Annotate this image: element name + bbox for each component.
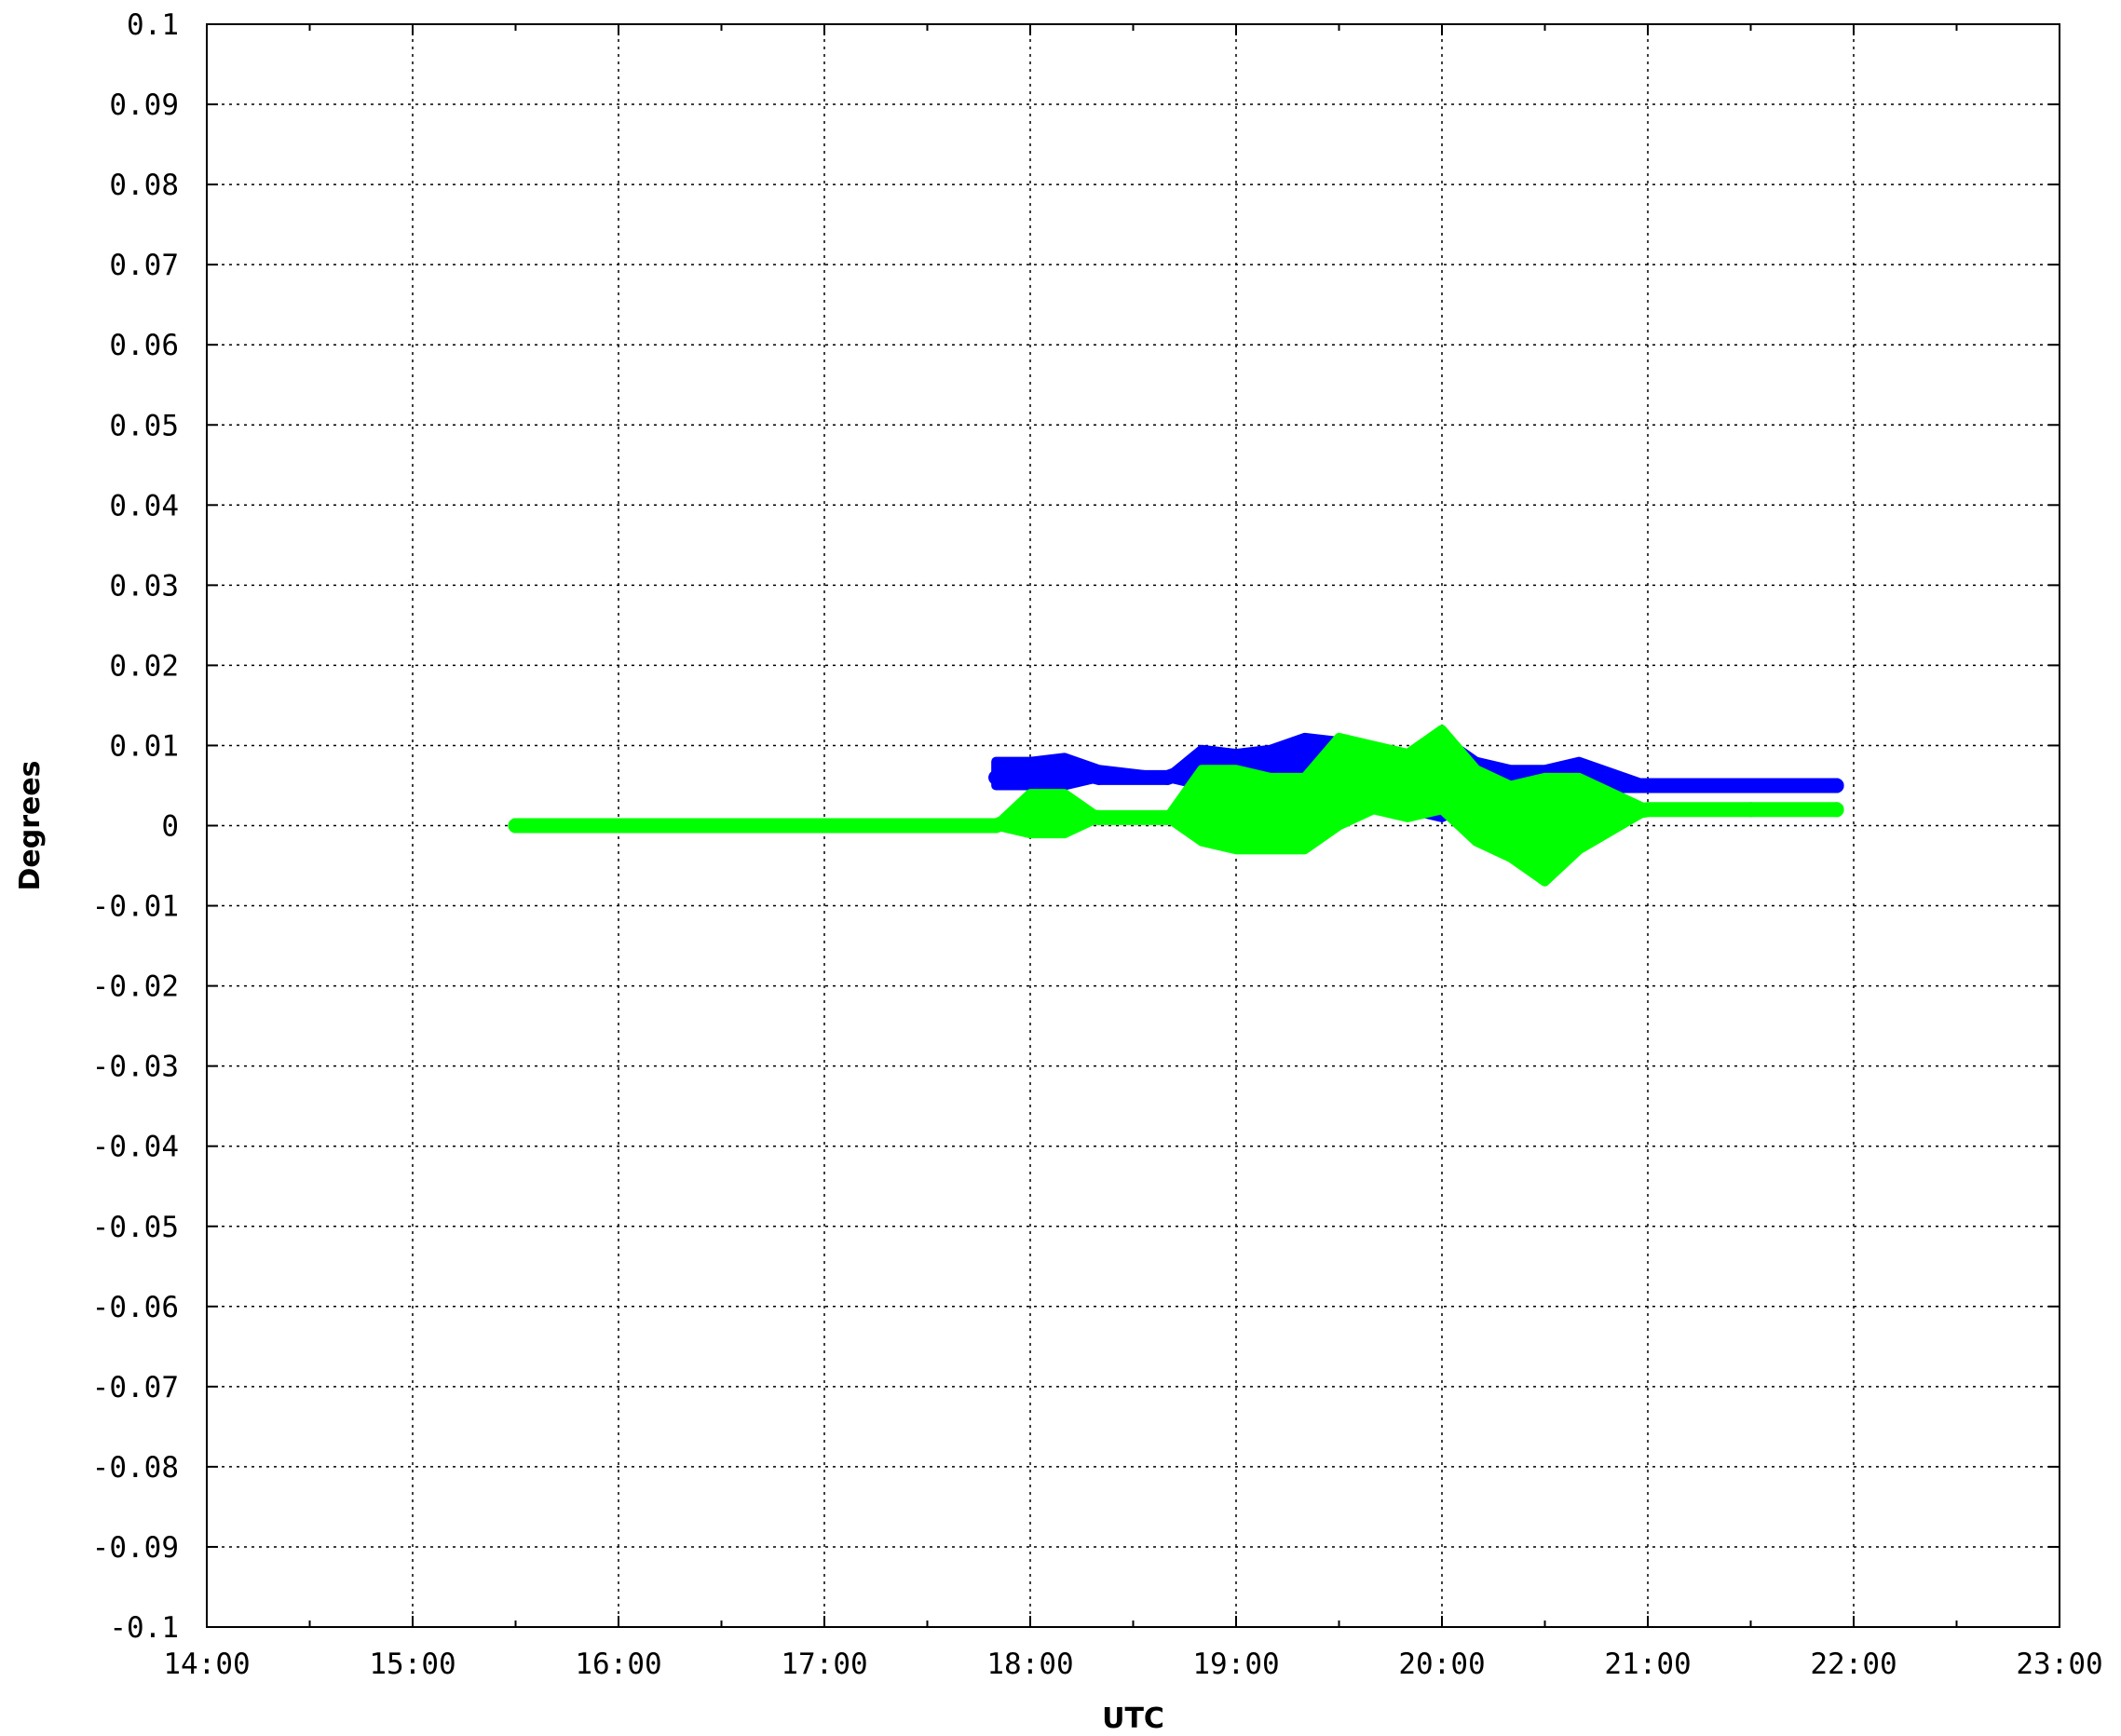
data-point xyxy=(1023,806,1038,821)
x-tick-label: 21:00 xyxy=(1604,1648,1691,1681)
data-point xyxy=(1400,774,1416,790)
data-point xyxy=(1502,809,1518,825)
data-point xyxy=(988,818,1004,834)
data-point xyxy=(1331,778,1347,793)
data-point xyxy=(1434,766,1449,781)
y-tick-label: 0.07 xyxy=(109,249,179,282)
data-point xyxy=(1640,778,1655,793)
data-point xyxy=(1056,762,1072,778)
x-tick-label: 20:00 xyxy=(1398,1648,1485,1681)
data-point xyxy=(1829,802,1844,818)
y-tick-label: -0.04 xyxy=(92,1131,179,1164)
y-tick-label: 0.02 xyxy=(109,649,179,683)
x-tick-label: 17:00 xyxy=(781,1648,867,1681)
y-tick-label: -0.03 xyxy=(92,1051,179,1084)
x-tick-label: 15:00 xyxy=(369,1648,455,1681)
y-tick-label: -0.05 xyxy=(92,1211,179,1244)
series-layer xyxy=(508,725,1844,887)
data-point xyxy=(1743,778,1759,793)
data-point xyxy=(1743,802,1759,818)
data-point xyxy=(1160,809,1176,825)
data-point xyxy=(1023,766,1038,781)
y-tick-labels: 0.1 0.09 0.08 0.07 0.06 0.05 0.04 0.03 0.02 0.01 0… xyxy=(92,8,179,1645)
data-point xyxy=(1537,821,1553,837)
data-point xyxy=(1297,802,1312,818)
y-tick-label: 0.1 xyxy=(127,8,179,42)
x-tick-label: 14:00 xyxy=(163,1648,250,1681)
data-point xyxy=(817,818,832,834)
y-tick-label: -0.1 xyxy=(109,1611,179,1645)
data-point xyxy=(508,818,523,834)
y-tick-label: 0 xyxy=(161,810,179,844)
y-tick-label: 0.01 xyxy=(109,729,179,763)
y-tick-label: 0.09 xyxy=(109,88,179,122)
series-2 xyxy=(508,725,1844,887)
y-tick-label: 0.05 xyxy=(109,409,179,442)
x-tick-label: 22:00 xyxy=(1810,1648,1897,1681)
data-point xyxy=(1262,802,1278,818)
data-point xyxy=(1056,806,1072,821)
x-tick-label: 18:00 xyxy=(986,1648,1073,1681)
x-axis-title: UTC xyxy=(1102,1702,1164,1735)
tick-marks xyxy=(206,23,2060,1628)
x-tick-label: 16:00 xyxy=(575,1648,661,1681)
data-point xyxy=(1229,802,1244,818)
data-point xyxy=(611,818,626,834)
data-point xyxy=(1297,753,1312,769)
data-point xyxy=(1091,769,1107,785)
data-point xyxy=(1468,793,1484,809)
y-tick-label: -0.07 xyxy=(92,1371,179,1404)
y-tick-label: -0.01 xyxy=(92,890,179,924)
y-tick-label: -0.06 xyxy=(92,1291,179,1324)
y-tick-label: 0.08 xyxy=(109,169,179,202)
data-point xyxy=(988,769,1004,785)
data-point xyxy=(1829,778,1844,793)
grid-lines xyxy=(206,23,2060,1628)
y-tick-label: -0.09 xyxy=(92,1531,179,1565)
data-point xyxy=(1194,806,1210,821)
y-tick-label: 0.06 xyxy=(109,329,179,362)
y-axis-title: Degrees xyxy=(14,760,47,890)
data-point xyxy=(1160,769,1176,785)
x-tick-labels: 14:00 15:00 16:00 17:00 18:00 19:00 20:00 21:00… xyxy=(163,1648,2102,1681)
y-tick-label: -0.08 xyxy=(92,1451,179,1485)
data-point xyxy=(1091,809,1107,825)
y-tick-label: 0.04 xyxy=(109,489,179,522)
data-point xyxy=(1640,802,1655,818)
x-tick-label: 23:00 xyxy=(2016,1648,2102,1681)
x-tick-label: 19:00 xyxy=(1192,1648,1279,1681)
y-tick-label: -0.02 xyxy=(92,970,179,1004)
data-point xyxy=(1366,774,1381,790)
data-point xyxy=(1571,814,1587,830)
y-tick-label: 0.03 xyxy=(109,569,179,603)
